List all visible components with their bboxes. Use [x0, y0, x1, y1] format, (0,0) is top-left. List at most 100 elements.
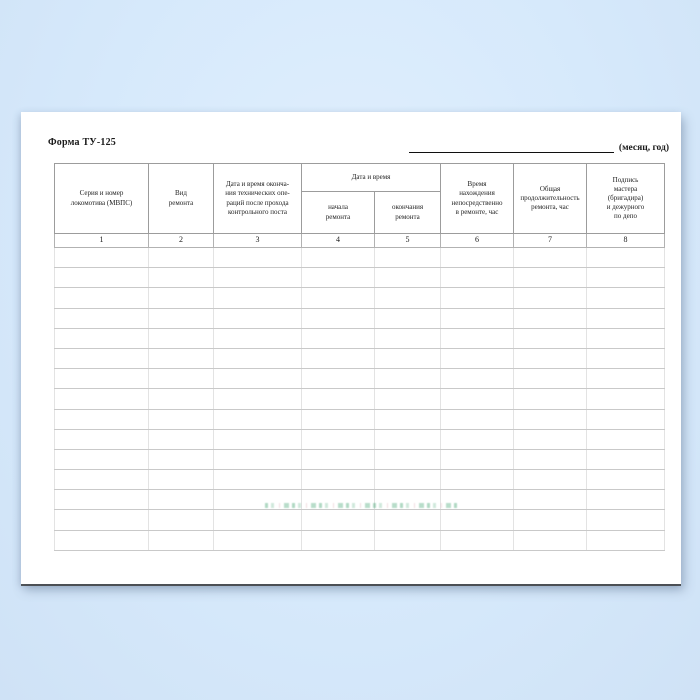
empty-cell	[440, 347, 515, 370]
empty-cell	[440, 287, 515, 309]
empty-cell	[301, 529, 375, 551]
empty-cell	[213, 469, 302, 491]
empty-cell	[586, 287, 666, 309]
empty-cell	[586, 347, 666, 370]
empty-cell	[513, 388, 588, 410]
column-number: 8	[586, 233, 666, 248]
empty-cell	[148, 408, 214, 430]
table-row	[54, 509, 666, 531]
empty-cell	[373, 287, 442, 309]
empty-cell	[54, 448, 149, 471]
empty-cell	[54, 287, 149, 309]
empty-cell	[513, 408, 588, 430]
empty-cell	[213, 246, 302, 269]
empty-cell	[373, 388, 442, 410]
empty-cell	[148, 368, 214, 390]
empty-cell	[148, 246, 214, 269]
empty-cell	[148, 529, 214, 551]
empty-cell	[301, 428, 375, 450]
column-number-row: 1 2 3 4 5 6 7 8	[54, 233, 666, 248]
empty-cell	[148, 469, 214, 491]
empty-cell	[148, 267, 214, 289]
empty-cell	[301, 448, 375, 471]
empty-cell	[213, 287, 302, 309]
table-row	[54, 287, 666, 309]
empty-cell	[440, 307, 515, 329]
empty-cell	[54, 529, 149, 551]
empty-cell	[301, 509, 375, 531]
empty-cell	[513, 469, 588, 491]
table-row	[54, 267, 666, 289]
empty-cell	[440, 267, 515, 289]
empty-cell	[301, 388, 375, 410]
empty-cell	[148, 347, 214, 370]
empty-cell	[213, 327, 302, 349]
month-year-blank-line	[408, 141, 614, 153]
form-number-label: Форма ТУ-125	[48, 137, 116, 148]
repair-log-table: Серия и номер локомотива (МВПС) Вид ремо…	[54, 163, 666, 551]
month-year-suffix-label: (месяц, год)	[618, 143, 669, 153]
empty-cell	[54, 408, 149, 430]
empty-cell	[301, 368, 375, 390]
table-row	[54, 327, 666, 349]
empty-cell	[586, 509, 666, 531]
empty-cell	[54, 307, 149, 329]
empty-cell	[54, 267, 149, 289]
empty-cell	[301, 347, 375, 370]
empty-cell	[513, 529, 588, 551]
empty-cell	[54, 347, 149, 370]
empty-cell	[440, 368, 515, 390]
empty-cell	[148, 307, 214, 329]
column-number: 7	[513, 233, 588, 248]
header-total-duration: Общая продолжительность ремонта, час	[513, 163, 588, 234]
empty-cell	[373, 448, 442, 471]
table-header: Серия и номер локомотива (МВПС) Вид ремо…	[54, 163, 666, 248]
empty-cell	[513, 448, 588, 471]
empty-cell	[54, 327, 149, 349]
empty-cell	[213, 307, 302, 329]
empty-cell	[373, 529, 442, 551]
empty-cell	[373, 469, 442, 491]
empty-cell	[440, 509, 515, 531]
empty-cell	[373, 327, 442, 349]
empty-cell	[586, 469, 666, 491]
empty-cell	[586, 327, 666, 349]
empty-cell	[54, 509, 149, 531]
table-row	[54, 448, 666, 471]
empty-cell	[148, 509, 214, 531]
empty-cell	[440, 408, 515, 430]
empty-cell	[440, 388, 515, 410]
empty-cell	[54, 428, 149, 450]
table-row	[54, 246, 666, 269]
table-body	[54, 246, 666, 551]
empty-cell	[301, 287, 375, 309]
table-row	[54, 489, 666, 511]
empty-cell	[513, 246, 588, 269]
empty-cell	[513, 509, 588, 531]
empty-cell	[586, 388, 666, 410]
empty-cell	[440, 327, 515, 349]
column-number: 1	[54, 233, 149, 248]
empty-cell	[54, 489, 149, 511]
empty-cell	[513, 267, 588, 289]
empty-cell	[586, 408, 666, 430]
empty-cell	[148, 448, 214, 471]
header-loco-series: Серия и номер локомотива (МВПС)	[54, 163, 149, 234]
form-page: Форма ТУ-125 (месяц, год) Серия и номер …	[21, 112, 681, 584]
column-number: 3	[213, 233, 302, 248]
header-signature: Подпись мастера (бригадира) и дежурного …	[586, 163, 666, 234]
table-row	[54, 388, 666, 410]
empty-cell	[301, 408, 375, 430]
empty-cell	[513, 347, 588, 370]
empty-cell	[586, 529, 666, 551]
empty-cell	[586, 368, 666, 390]
header-group-date-time: Дата и время	[300, 163, 442, 192]
table-row	[54, 307, 666, 329]
empty-cell	[148, 388, 214, 410]
empty-cell	[213, 408, 302, 430]
empty-cell	[373, 368, 442, 390]
empty-cell	[440, 246, 515, 269]
empty-cell	[148, 489, 214, 511]
empty-cell	[440, 448, 515, 471]
empty-cell	[148, 327, 214, 349]
